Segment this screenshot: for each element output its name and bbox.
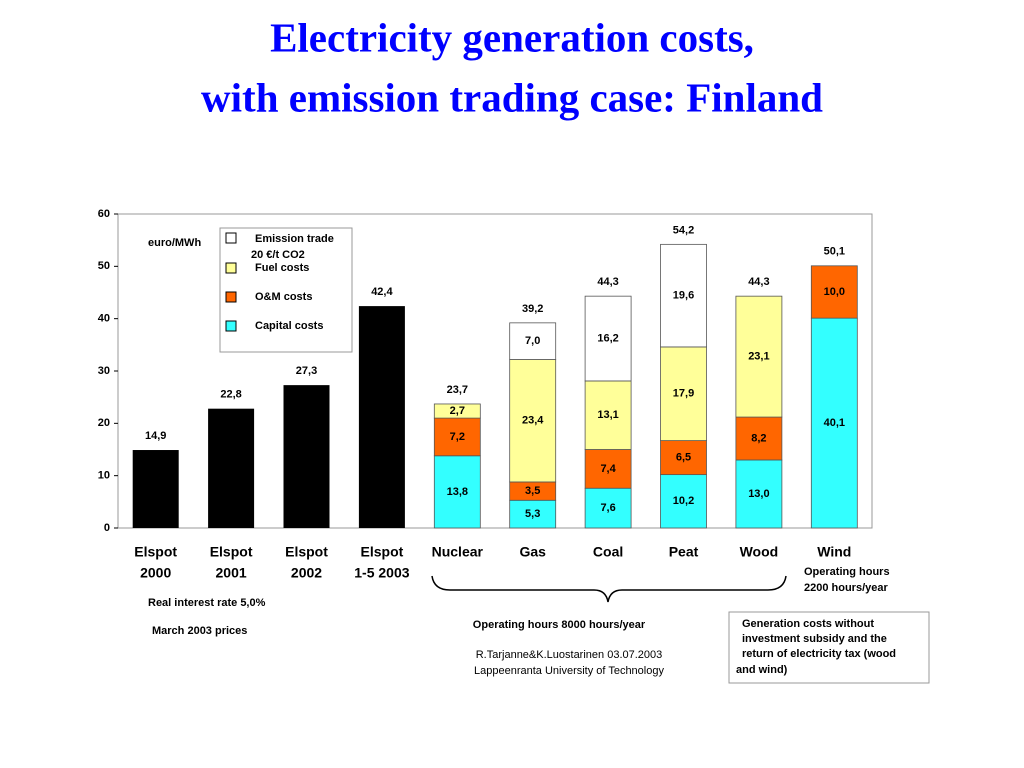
y-axis-label: euro/MWh — [148, 237, 201, 249]
brace — [431, 575, 787, 603]
bar-segment — [660, 243, 707, 348]
bar-segment — [433, 403, 481, 419]
bar-segment — [509, 359, 557, 483]
x-tick-label: Wind — [817, 544, 851, 560]
data-label: 7,6 — [600, 502, 615, 514]
data-label: 5,3 — [525, 508, 540, 520]
bar-segment — [358, 306, 405, 528]
note-box — [728, 611, 930, 684]
data-label: 8,2 — [751, 432, 766, 444]
x-tick-label: Gas — [519, 544, 546, 560]
data-label: 42,4 — [371, 286, 393, 298]
data-label: 27,3 — [296, 365, 317, 377]
x-tick-label: Peat — [669, 544, 699, 560]
bar-segment — [132, 450, 179, 528]
data-label: 10,2 — [673, 495, 694, 507]
x-tick-label: 2001 — [216, 565, 247, 581]
bar-segment — [208, 408, 255, 528]
data-label: 13,1 — [597, 409, 618, 421]
data-label: 7,4 — [600, 463, 616, 475]
bar-segment — [509, 322, 557, 360]
y-tick-label: 50 — [98, 260, 110, 272]
annotation: March 2003 prices — [152, 625, 247, 637]
y-tick-label: 10 — [98, 470, 110, 482]
chart-title: Electricity generation costs, — [270, 14, 754, 60]
legend-swatch — [225, 232, 237, 244]
total-label: 23,7 — [447, 384, 468, 396]
bar-segment — [433, 455, 481, 529]
annotation: 2200 hours/year — [804, 582, 888, 594]
data-label: 3,5 — [525, 485, 540, 497]
total-label: 50,1 — [824, 246, 845, 258]
annotation: Real interest rate 5,0% — [148, 597, 266, 609]
note: return of electricity tax (wood — [742, 648, 896, 660]
bar-segment — [584, 380, 632, 450]
bar-segment — [810, 265, 858, 319]
source: Lappeenranta University of Technology — [474, 665, 664, 677]
legend-label: Emission trade — [255, 233, 334, 245]
legend-swatch — [225, 320, 237, 332]
data-label: 7,0 — [525, 335, 540, 347]
data-label: 2,7 — [450, 405, 465, 417]
data-label: 22,8 — [220, 389, 241, 401]
x-tick-label: Wood — [740, 544, 779, 560]
y-tick-label: 60 — [98, 208, 110, 220]
bar-segment — [735, 295, 783, 418]
x-tick-label: 2002 — [291, 565, 322, 581]
x-tick-label: 1-5 2003 — [354, 565, 409, 581]
bar-segment — [735, 459, 783, 529]
y-tick-label: 40 — [98, 313, 110, 325]
data-label: 13,0 — [748, 488, 769, 500]
y-tick-label: 0 — [104, 522, 110, 534]
note: investment subsidy and the — [742, 633, 887, 645]
data-label: 40,1 — [824, 417, 845, 429]
total-label: 44,3 — [597, 276, 618, 288]
legend — [219, 227, 353, 353]
x-tick-label: Nuclear — [432, 544, 484, 560]
legend-swatch — [225, 262, 237, 274]
legend-label: O&M costs — [255, 291, 312, 303]
bar-segment — [660, 474, 707, 529]
bar-segment — [433, 417, 481, 457]
legend-label: 20 €/t CO2 — [251, 249, 305, 261]
bar-segment — [509, 499, 557, 529]
x-tick-label: Elspot — [361, 544, 404, 560]
x-tick-label: Elspot — [134, 544, 177, 560]
data-label: 6,5 — [676, 452, 691, 464]
note: and wind) — [736, 664, 788, 676]
legend-swatch — [225, 291, 237, 303]
x-tick-label: Coal — [593, 544, 623, 560]
data-label: 19,6 — [673, 290, 694, 302]
legend-label: Capital costs — [255, 320, 323, 332]
x-tick-label: Elspot — [285, 544, 328, 560]
data-label: 14,9 — [145, 430, 166, 442]
chart-title: with emission trading case: Finland — [201, 74, 823, 120]
note: Generation costs without — [742, 618, 874, 630]
source: R.Tarjanne&K.Luostarinen 03.07.2003 — [476, 649, 663, 661]
y-tick-label: 20 — [98, 417, 110, 429]
legend-label: Fuel costs — [255, 262, 309, 274]
x-tick-label: Elspot — [210, 544, 253, 560]
bar-segment — [584, 487, 632, 529]
data-label: 23,4 — [522, 415, 544, 427]
data-label: 7,2 — [450, 431, 465, 443]
data-label: 17,9 — [673, 388, 694, 400]
total-label: 54,2 — [673, 224, 694, 236]
bar-segment — [584, 449, 632, 489]
annotation: Operating hours 8000 hours/year — [473, 619, 646, 631]
total-label: 44,3 — [748, 276, 769, 288]
data-label: 23,1 — [748, 351, 769, 363]
bar-segment — [584, 295, 632, 382]
total-label: 39,2 — [522, 303, 543, 315]
bar-segment — [283, 385, 330, 528]
data-label: 10,0 — [824, 286, 845, 298]
bar-segment — [810, 317, 858, 529]
x-tick-label: 2000 — [140, 565, 171, 581]
data-label: 16,2 — [597, 332, 618, 344]
annotation: Operating hours — [804, 566, 890, 578]
y-tick-label: 30 — [98, 365, 110, 377]
data-label: 13,8 — [447, 486, 468, 498]
